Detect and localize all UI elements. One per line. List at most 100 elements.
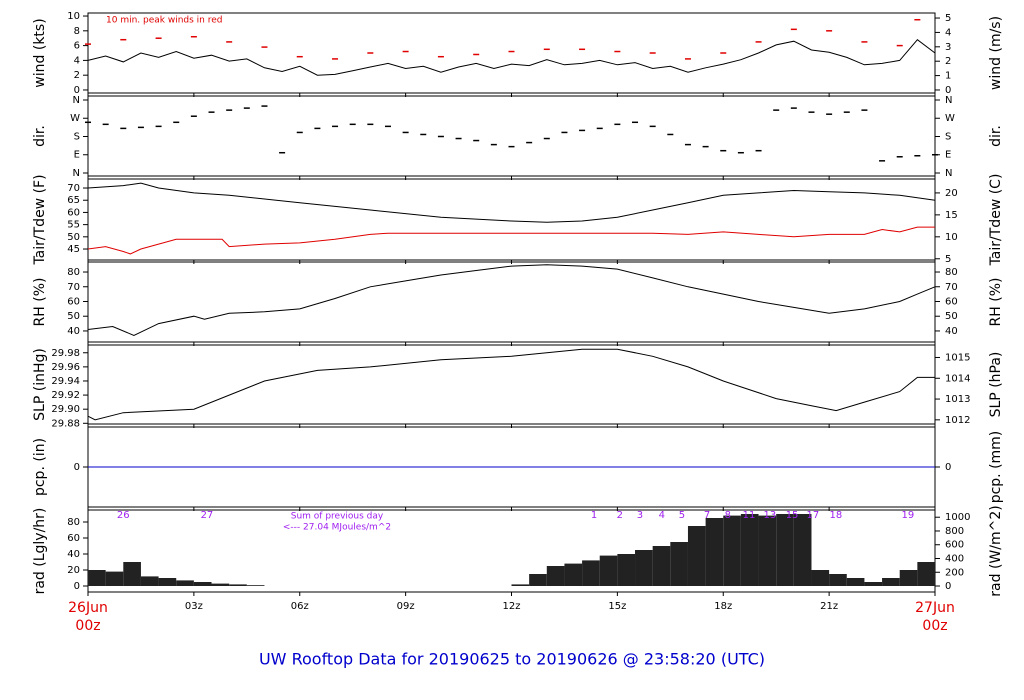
y2-tick-label: 200 [945,567,964,578]
panel-frame [87,344,936,425]
y2-tick-label: W [945,113,955,124]
y2-axis-label: wind (m/s) [988,16,1004,90]
bar [829,574,847,586]
y2-tick-label: 3 [945,42,951,53]
y-tick-label: 45 [67,244,80,255]
bar [882,578,900,586]
bar [158,578,177,586]
bar [140,576,159,586]
bar [846,578,865,586]
bar [246,585,265,586]
hour-label: 18 [829,510,842,521]
bar [529,574,547,586]
y2-axis-label: SLP (hPa) [988,352,1004,418]
y-tick-label: 29.94 [51,376,80,387]
y-tick-label: W [70,113,80,124]
y-tick-label: 50 [67,232,80,243]
bar [917,562,935,586]
y-tick-label: 10 [67,11,80,22]
y-tick-label: 40 [67,326,80,337]
series-line [87,226,935,255]
y2-tick-label: 1014 [945,373,970,384]
x-tick-label: 21z [820,601,838,612]
hour-label: 15 [786,510,799,521]
y2-tick-label: 50 [945,311,958,322]
y-tick-label: S [74,131,80,142]
y2-tick-label: 1000 [945,512,970,523]
hour-label: 2 [617,510,623,521]
y2-tick-label: 0 [945,85,951,96]
bar [617,554,636,586]
y-axis-label: Tair/Tdew (F) [32,174,48,265]
hour-label: 26 [117,510,130,521]
bar [740,514,759,586]
y2-axis-label: rad (W/m^2) [988,505,1004,596]
note: Sum of previous day [291,512,384,522]
y-tick-label: 60 [67,296,80,307]
hour-label: 8 [725,510,731,521]
bar [229,584,247,586]
y2-tick-label: 15 [945,210,958,221]
x-tick-sublabel: 00z [922,618,947,634]
y-axis-label: rad (Lgly/hr) [32,508,48,595]
series-line [87,348,935,421]
y-tick-label: 70 [67,183,80,194]
bar [864,582,883,586]
hour-label: 1 [591,510,597,521]
y-tick-label: E [74,150,80,161]
bar [546,566,565,586]
y-tick-label: 0 [74,581,80,592]
x-tick-label: 27Jun [915,600,955,616]
y2-tick-label: 1 [945,71,951,82]
y2-tick-label: 1013 [945,394,970,405]
y2-tick-label: S [945,131,951,142]
y2-tick-label: 0 [945,462,951,473]
y-tick-label: 4 [74,55,80,66]
bar [687,526,706,586]
note: <--- 27.04 MJoules/m^2 [283,523,391,533]
bar [723,515,741,586]
y-tick-label: 29.88 [51,418,80,429]
x-tick-label: 12z [503,601,521,612]
y-tick-label: 60 [67,533,80,544]
series-line [87,39,936,76]
y-tick-label: 60 [67,207,80,218]
y-tick-label: 29.98 [51,348,80,359]
y2-tick-label: 70 [945,282,958,293]
y-tick-label: 29.92 [51,390,80,401]
annotation: 10 min. peak winds in red [106,16,223,26]
bar [511,584,530,586]
y-tick-label: N [73,168,80,179]
bar [705,518,724,586]
panel-frame [87,261,936,343]
x-tick-label: 03z [185,601,203,612]
y-tick-label: 70 [67,282,80,293]
bar [176,580,194,586]
hour-label: 19 [901,510,914,521]
y-tick-label: 6 [74,41,80,52]
bar [105,571,124,586]
y2-axis-label: dir. [988,125,1004,147]
bar [123,562,141,586]
hour-label: 5 [679,510,685,521]
bar [670,542,688,586]
hour-label: 17 [807,510,820,521]
bar [582,560,600,586]
y2-axis-label: pcp. (mm) [988,431,1004,504]
y2-tick-label: 5 [945,254,951,265]
y2-tick-label: 60 [945,296,958,307]
y2-tick-label: 0 [945,581,951,592]
y-tick-label: 20 [67,565,80,576]
bar [88,570,106,586]
y2-tick-label: E [945,150,951,161]
y2-tick-label: N [945,95,952,106]
y-tick-label: 29.96 [51,362,80,373]
y2-tick-label: 800 [945,526,964,537]
y2-tick-label: 400 [945,553,964,564]
y2-tick-label: 5 [945,13,951,24]
y2-tick-label: 20 [945,188,958,199]
y-tick-label: 50 [67,311,80,322]
bar [793,514,812,586]
y2-tick-label: 80 [945,267,958,278]
